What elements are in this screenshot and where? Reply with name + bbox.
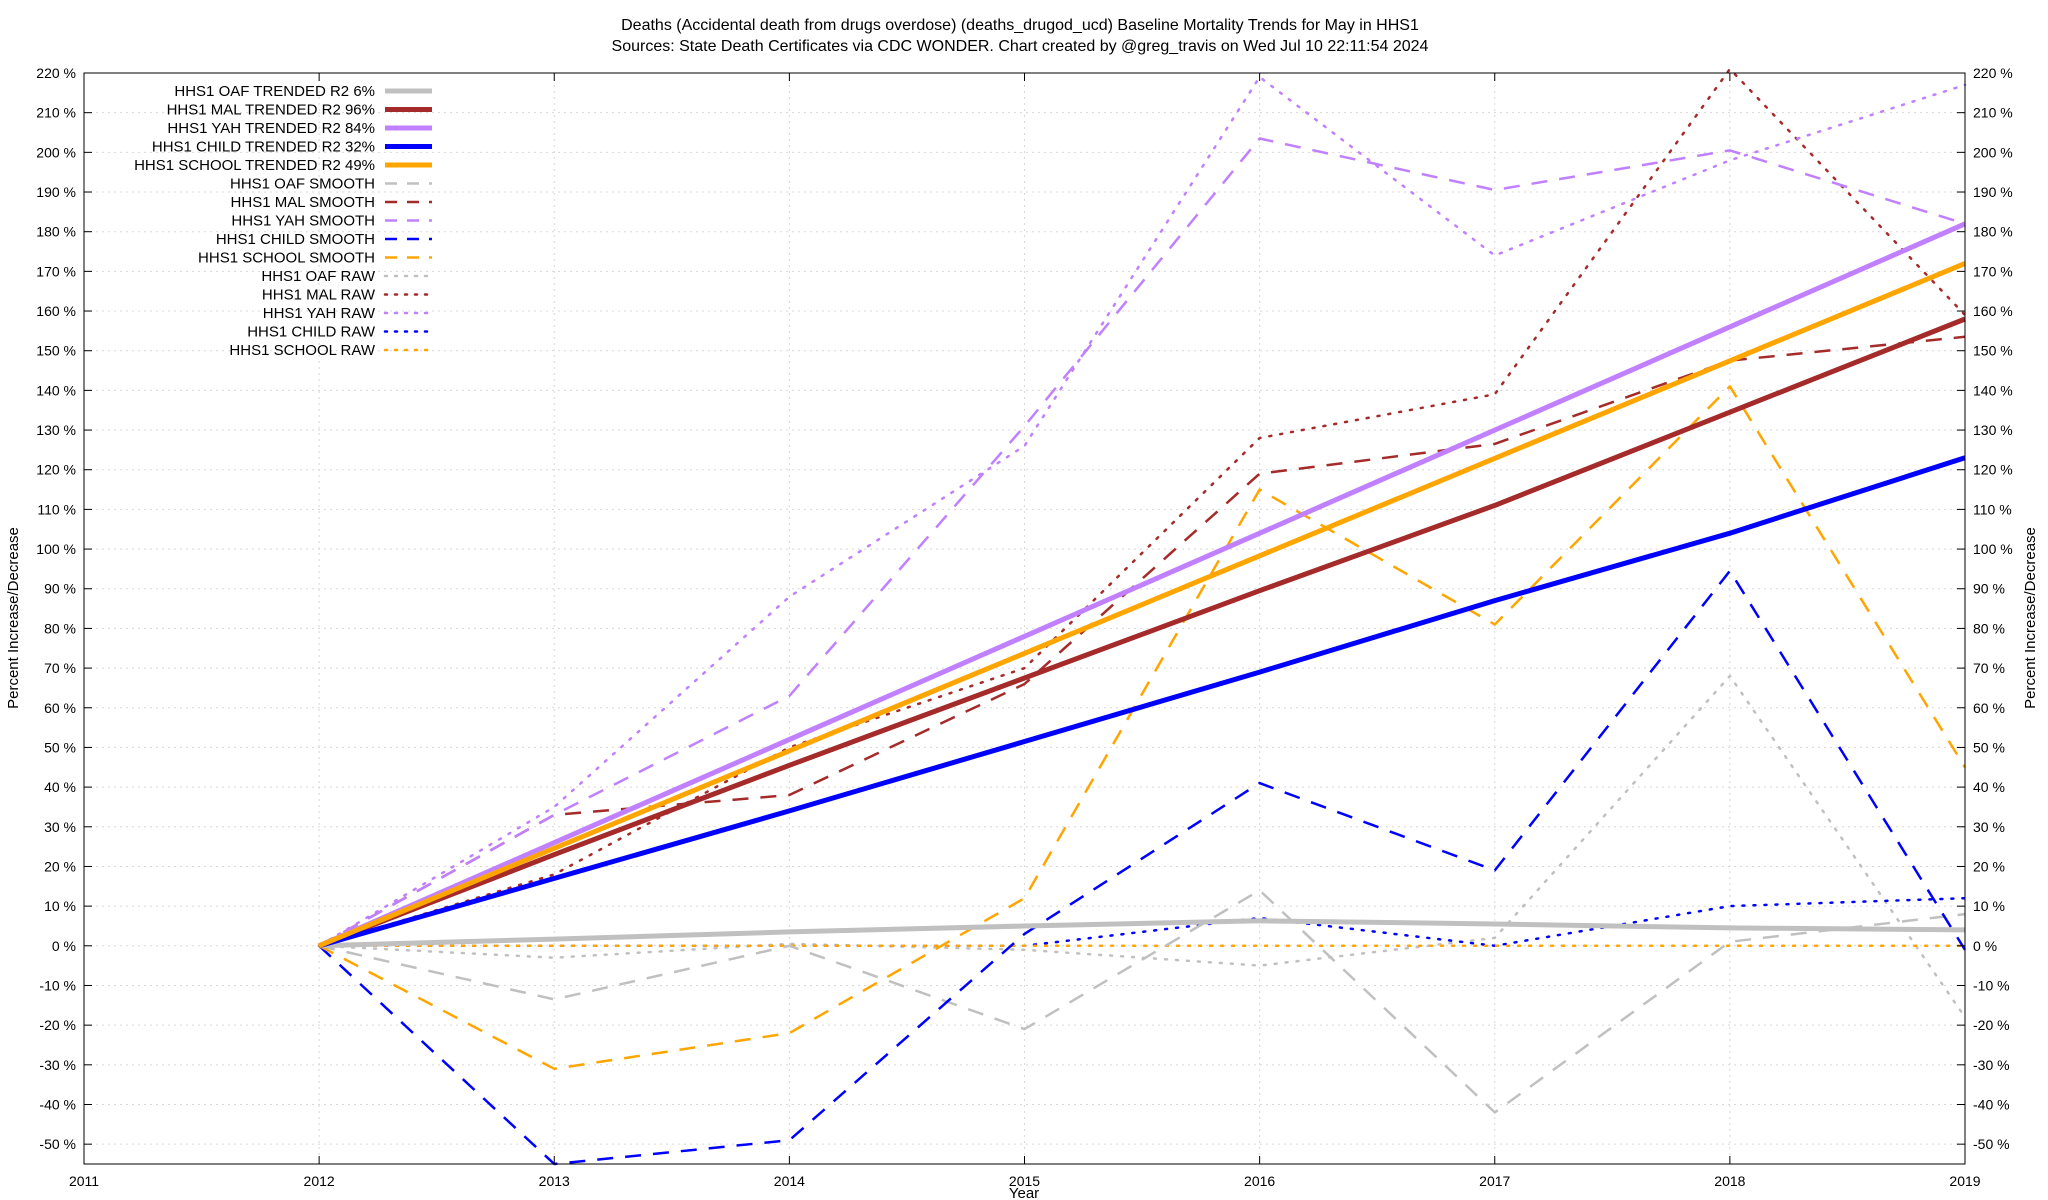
legend-label: HHS1 SCHOOL TRENDED R2 49%: [134, 157, 375, 174]
series-line-hhs1-yah-trended-r2-84: [318, 221, 1967, 949]
y2-tick-label: 120 %: [1973, 462, 2013, 478]
legend-label: HHS1 OAF RAW: [261, 268, 375, 285]
y-tick-label: -20 %: [39, 1017, 76, 1033]
y-tick-label: 150 %: [36, 343, 76, 359]
x-tick-label: 2011: [69, 1173, 99, 1189]
y-tick-label: 60 %: [44, 700, 76, 716]
y-tick-label: 40 %: [44, 779, 76, 795]
y-tick-label: -10 %: [39, 977, 76, 993]
y2-tick-label: 220 %: [1973, 65, 2013, 81]
y-tick-label: 190 %: [36, 184, 76, 200]
y-tick-label: 80 %: [44, 620, 76, 636]
legend-label: HHS1 YAH SMOOTH: [231, 213, 375, 230]
y-tick-label: 130 %: [36, 422, 76, 438]
x-axis-label: Year: [1009, 1185, 1039, 1200]
y-tick-label: 170 %: [36, 263, 76, 279]
legend-label: HHS1 OAF SMOOTH: [230, 176, 375, 193]
y2-tick-label: 160 %: [1973, 303, 2013, 319]
y2-tick-label: -50 %: [1973, 1136, 2010, 1152]
y-axis-label: Percent Increase/Decrease: [5, 527, 22, 709]
y-tick-label: 140 %: [36, 382, 76, 398]
series-line-hhs1-child-trended-r2-32: [318, 455, 1966, 949]
y2-tick-label: 60 %: [1973, 700, 2005, 716]
legend-label: HHS1 YAH TRENDED R2 84%: [167, 120, 375, 137]
x-tick-label: 2014: [774, 1173, 805, 1189]
y2-tick-label: 0 %: [1973, 938, 1997, 954]
series-line-hhs1-mal-raw: [317, 67, 1967, 948]
y-tick-label: 100 %: [36, 541, 76, 557]
y2-tick-label: 190 %: [1973, 184, 2013, 200]
y2-tick-label: -20 %: [1973, 1017, 2010, 1033]
y2-tick-label: 10 %: [1973, 898, 2005, 914]
legend-label: HHS1 CHILD SMOOTH: [216, 231, 375, 248]
y-tick-label: 110 %: [37, 501, 76, 517]
y-tick-label: 90 %: [44, 581, 76, 597]
y-tick-label: -50 %: [39, 1136, 76, 1152]
legend-label: HHS1 MAL SMOOTH: [231, 194, 375, 211]
x-tick-label: 2015: [1009, 1173, 1040, 1189]
y-tick-label: 0 %: [52, 938, 76, 954]
legend-label: HHS1 SCHOOL SMOOTH: [198, 250, 375, 267]
y-tick-label: 210 %: [36, 105, 76, 121]
y2-tick-label: 50 %: [1973, 739, 2005, 755]
y2-tick-label: 170 %: [1973, 263, 2013, 279]
x-tick-label: 2016: [1244, 1173, 1275, 1189]
chart-title: Deaths (Accidental death from drugs over…: [621, 17, 1419, 34]
x-tick-label: 2017: [1479, 1173, 1510, 1189]
legend-label: HHS1 MAL RAW: [262, 287, 376, 304]
y2-tick-label: 100 %: [1973, 541, 2013, 557]
chart-subtitle: Sources: State Death Certificates via CD…: [612, 38, 1429, 55]
y-tick-label: 220 %: [36, 65, 76, 81]
legend-label: HHS1 OAF TRENDED R2 6%: [174, 83, 375, 100]
legend-label: HHS1 MAL TRENDED R2 96%: [167, 102, 375, 119]
y2-tick-label: 130 %: [1973, 422, 2013, 438]
axes: -50 % -50 % -40 % -40 % -30 % -30 % -20 % -20 %…: [36, 65, 2012, 1189]
series-line-hhs1-oaf-smooth: [318, 889, 1966, 1114]
y2-tick-label: 30 %: [1973, 819, 2005, 835]
x-tick-label: 2019: [1949, 1173, 1980, 1189]
legend: HHS1 OAF TRENDED R2 6% HHS1 MAL TRENDED R…: [134, 83, 434, 359]
y2-tick-label: 90 %: [1973, 581, 2005, 597]
y-tick-label: 70 %: [44, 660, 76, 676]
series-line-hhs1-mal-trended-r2-96: [318, 316, 1966, 949]
y2-tick-label: 110 %: [1973, 501, 2012, 517]
y2-tick-label: 70 %: [1973, 660, 2005, 676]
y2-tick-label: 140 %: [1973, 382, 2013, 398]
legend-label: HHS1 SCHOOL RAW: [229, 342, 375, 359]
y-tick-label: -30 %: [39, 1057, 76, 1073]
y-tick-label: 180 %: [36, 224, 76, 240]
y-tick-label: 20 %: [44, 858, 76, 874]
legend-label: HHS1 YAH RAW: [263, 305, 376, 322]
y2-tick-label: -10 %: [1973, 977, 2010, 993]
series-line-hhs1-child-smooth: [318, 569, 1967, 1166]
y-tick-label: 50 %: [44, 739, 76, 755]
y2-tick-label: 150 %: [1973, 343, 2013, 359]
series-line-hhs1-school-trended-r2-49: [318, 261, 1966, 949]
y2-tick-label: -30 %: [1973, 1057, 2010, 1073]
series-line-hhs1-oaf-raw: [317, 674, 1967, 1019]
y2-tick-label: 180 %: [1973, 224, 2013, 240]
y2-tick-label: 210 %: [1973, 105, 2013, 121]
y2-tick-label: -40 %: [1973, 1096, 2010, 1112]
legend-label: HHS1 CHILD RAW: [247, 324, 376, 341]
y2-axis-label: Percent Increase/Decrease: [2022, 527, 2039, 709]
legend-label: HHS1 CHILD TRENDED R2 32%: [152, 139, 375, 156]
series-lines: [317, 67, 1967, 1166]
y-tick-label: 10 %: [44, 898, 76, 914]
y2-tick-label: 200 %: [1973, 144, 2013, 160]
y-tick-label: 160 %: [36, 303, 76, 319]
y-tick-label: 30 %: [44, 819, 76, 835]
y2-tick-label: 80 %: [1973, 620, 2005, 636]
y2-tick-label: 20 %: [1973, 858, 2005, 874]
x-tick-label: 2012: [304, 1173, 335, 1189]
y-tick-label: 200 %: [36, 144, 76, 160]
y2-tick-label: 40 %: [1973, 779, 2005, 795]
x-tick-label: 2018: [1714, 1173, 1745, 1189]
y-tick-label: 120 %: [36, 462, 76, 478]
y-tick-label: -40 %: [39, 1096, 76, 1112]
x-tick-label: 2013: [539, 1173, 570, 1189]
series-line-hhs1-yah-smooth: [318, 137, 1966, 947]
series-line-hhs1-oaf-trended-r2-6: [319, 918, 1966, 949]
